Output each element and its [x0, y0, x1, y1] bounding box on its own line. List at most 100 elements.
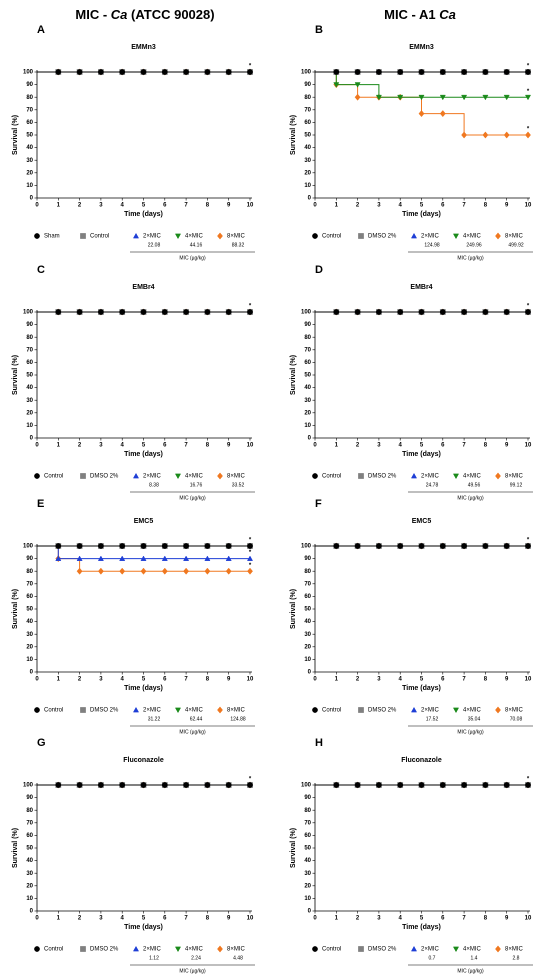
x-axis-label: Time (days)	[124, 924, 163, 931]
x-tick-label: 8	[484, 677, 488, 683]
panel-title: EMMn3	[131, 44, 156, 51]
mic-value: 88.32	[232, 242, 245, 248]
x-tick-label: 10	[525, 677, 532, 683]
data-point	[119, 69, 126, 75]
legend-label: Control	[44, 947, 63, 953]
y-tick-label: 90	[26, 556, 33, 562]
x-tick-label: 1	[57, 916, 61, 922]
data-point	[418, 782, 425, 788]
mic-label: MIC (µg/kg)	[457, 968, 484, 974]
y-tick-label: 30	[304, 632, 311, 638]
legend-label: 4×MIC	[185, 708, 204, 714]
data-point	[397, 94, 404, 101]
x-tick-label: 8	[206, 203, 210, 209]
x-tick-label: 9	[227, 443, 231, 449]
legend-label: 2×MIC	[143, 947, 162, 953]
y-tick-label: 30	[304, 871, 311, 877]
legend-marker	[495, 706, 501, 714]
x-tick-label: 8	[484, 916, 488, 922]
x-tick-label: 6	[441, 916, 445, 922]
y-tick-label: 50	[26, 846, 33, 852]
x-tick-label: 1	[335, 916, 339, 922]
legend-marker	[358, 473, 364, 479]
data-point	[439, 110, 446, 118]
survival-line	[315, 71, 528, 98]
data-point	[225, 782, 232, 788]
x-tick-label: 3	[377, 916, 381, 922]
data-point	[225, 309, 232, 315]
x-axis-label: Time (days)	[124, 211, 163, 218]
data-point	[55, 69, 62, 75]
y-tick-label: 20	[304, 410, 311, 416]
legend-marker	[132, 232, 140, 239]
y-tick-label: 70	[26, 820, 33, 826]
mic-value: 249.96	[466, 242, 482, 248]
x-tick-label: 6	[163, 677, 167, 683]
data-point	[503, 543, 510, 549]
legend-marker	[495, 472, 501, 480]
x-tick-label: 10	[525, 443, 532, 449]
y-tick-label: 70	[26, 107, 33, 113]
x-axis-label: Time (days)	[402, 924, 441, 931]
data-point	[482, 69, 489, 75]
mic-value: 1.4	[471, 955, 478, 961]
data-point	[76, 69, 83, 75]
data-point	[461, 543, 467, 549]
data-point	[354, 309, 361, 315]
data-point	[161, 567, 168, 575]
legend-label: 2×MIC	[421, 474, 440, 480]
x-tick-label: 3	[99, 443, 103, 449]
mic-value: 44.16	[190, 242, 203, 248]
legend-label: DMSO 2%	[90, 708, 119, 714]
x-tick-label: 0	[35, 916, 39, 922]
x-tick-label: 6	[441, 677, 445, 683]
x-tick-label: 2	[78, 203, 82, 209]
y-tick-label: 90	[304, 556, 311, 562]
y-tick-label: 90	[304, 322, 311, 328]
x-tick-label: 2	[356, 443, 360, 449]
x-tick-label: 7	[462, 677, 466, 683]
data-point	[482, 782, 489, 788]
x-tick-label: 4	[121, 203, 125, 209]
y-tick-label: 50	[304, 133, 311, 139]
legend-marker	[132, 472, 140, 479]
y-tick-label: 60	[304, 833, 311, 839]
legend-marker	[312, 946, 318, 952]
mic-value: 22.08	[148, 242, 161, 248]
y-tick-label: 80	[304, 808, 311, 814]
data-point	[333, 69, 340, 75]
y-tick-label: 80	[26, 95, 33, 101]
y-tick-label: 60	[26, 120, 33, 126]
annotation: *	[249, 538, 252, 544]
legend-label: 8×MIC	[227, 947, 246, 953]
data-point	[418, 69, 425, 75]
x-tick-label: 8	[484, 203, 488, 209]
legend-label: 4×MIC	[463, 708, 482, 714]
mic-value: 24.78	[426, 482, 439, 488]
data-point	[98, 543, 104, 549]
x-tick-label: 5	[420, 443, 424, 449]
legend-marker	[174, 473, 182, 480]
y-tick-label: 100	[23, 544, 34, 550]
y-tick-label: 80	[26, 569, 33, 575]
data-point	[333, 82, 340, 88]
y-tick-label: 70	[304, 581, 311, 587]
x-tick-label: 10	[525, 916, 532, 922]
data-point	[183, 309, 189, 315]
data-point	[354, 69, 361, 75]
mic-value: 0.7	[429, 955, 436, 961]
data-point	[204, 782, 211, 788]
x-tick-label: 8	[206, 443, 210, 449]
data-point	[354, 82, 361, 88]
data-point	[397, 69, 404, 75]
x-tick-label: 9	[505, 443, 509, 449]
y-tick-label: 60	[26, 594, 33, 600]
y-axis-label: Survival (%)	[290, 115, 297, 155]
y-tick-label: 40	[26, 385, 33, 391]
y-tick-label: 70	[26, 581, 33, 587]
x-tick-label: 4	[399, 677, 403, 683]
legend-label: 4×MIC	[463, 234, 482, 240]
legend-label: Control	[322, 947, 341, 953]
x-tick-label: 5	[420, 203, 424, 209]
